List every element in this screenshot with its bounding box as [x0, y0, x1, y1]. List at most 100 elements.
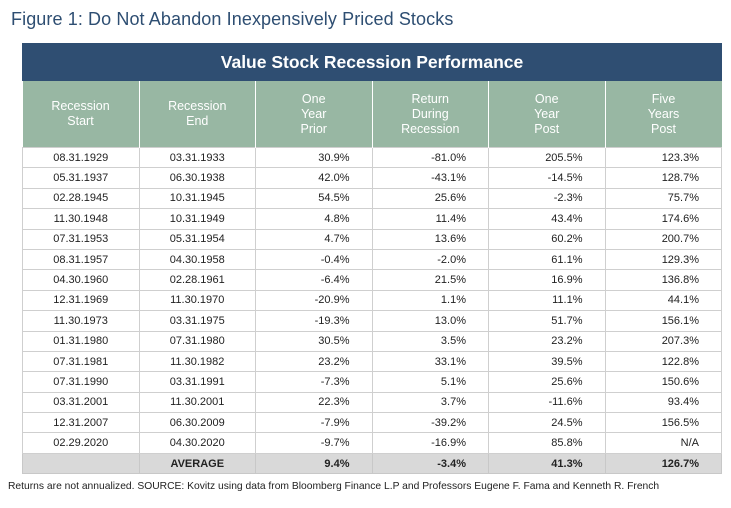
cell-one-year-post: 61.1%	[488, 248, 606, 271]
header-one-year-prior: One Year Prior	[255, 81, 372, 148]
cell-one-year-prior: 42.0%	[255, 167, 373, 189]
cell-five-years-post: 156.5%	[604, 412, 722, 434]
cell-one-year-prior: -9.7%	[255, 432, 373, 454]
table-row: 07.31.1990 03.31.1991 -7.3% 5.1% 25.6% 150.6%	[22, 371, 722, 393]
table-row: 07.31.1953 05.31.1954 4.7% 13.6% 60.2% 200.7%	[22, 228, 722, 250]
cell-recession-start: 03.31.2001	[22, 391, 140, 414]
cell-return-during-recession: 21.5%	[371, 269, 489, 291]
table-row: 08.31.1929 03.31.1933 30.9% -81.0% 205.5% 123…	[22, 146, 722, 169]
cell-five-years-post: 44.1%	[604, 289, 722, 312]
table-row: 01.31.1980 07.31.1980 30.5% 3.5% 23.2% 207.3%	[22, 330, 722, 352]
cell-five-years-post: 75.7%	[604, 187, 722, 210]
cell-five-years-post: 156.1%	[604, 310, 722, 332]
table-row: 02.29.2020 04.30.2020 -9.7% -16.9% 85.8% N/A	[22, 432, 722, 454]
cell-recession-start: 07.31.1953	[22, 228, 140, 250]
cell-recession-end: 10.31.1945	[138, 187, 256, 210]
performance-table-panel: Value Stock Recession Performance Recess…	[22, 43, 722, 475]
table-body: 08.31.1929 03.31.1933 30.9% -81.0% 205.5% 123…	[22, 146, 722, 475]
header-line: Year	[534, 106, 560, 121]
table-row: 12.31.1969 11.30.1970 -20.9% 1.1% 11.1% 44.1%	[22, 289, 722, 312]
cell-one-year-post: 51.7%	[488, 310, 606, 332]
cell-recession-end: 03.31.1991	[138, 371, 256, 393]
cell-return-during-recession: 1.1%	[371, 289, 489, 312]
cell-one-year-prior: 30.5%	[255, 330, 373, 352]
cell-recession-end: 11.30.2001	[138, 391, 256, 414]
cell-recession-start: 12.31.2007	[22, 412, 140, 434]
cell-recession-start: 08.31.1929	[22, 146, 140, 169]
table-row: 11.30.1948 10.31.1949 4.8% 11.4% 43.4% 174.6%	[22, 208, 722, 230]
cell-one-year-post: 43.4%	[488, 208, 606, 230]
cell-one-year-post: 23.2%	[488, 330, 606, 352]
cell-one-year-post: 85.8%	[488, 432, 606, 454]
cell-recession-start	[22, 452, 140, 475]
cell-one-year-prior: -19.3%	[255, 310, 373, 332]
header-one-year-post: One Year Post	[488, 81, 605, 148]
header-line: One	[534, 91, 559, 106]
cell-return-during-recession: -3.4%	[371, 452, 489, 475]
cell-recession-start: 08.31.1957	[22, 248, 140, 271]
table-row: 05.31.1937 06.30.1938 42.0% -43.1% -14.5% 128…	[22, 167, 722, 189]
cell-five-years-post: 128.7%	[604, 167, 722, 189]
figure-title: Figure 1: Do Not Abandon Inexpensively P…	[11, 9, 454, 29]
table-row: 08.31.1957 04.30.1958 -0.4% -2.0% 61.1% 129.3…	[22, 248, 722, 271]
cell-recession-end: 04.30.1958	[138, 248, 256, 271]
header-line: Year	[301, 106, 327, 121]
cell-return-during-recession: 25.6%	[371, 187, 489, 210]
cell-return-during-recession: -39.2%	[371, 412, 489, 434]
cell-one-year-prior: 4.8%	[255, 208, 373, 230]
header-line: One	[301, 91, 326, 106]
header-line: Post	[650, 121, 676, 136]
cell-recession-start: 11.30.1948	[22, 208, 140, 230]
cell-return-during-recession: 5.1%	[371, 371, 489, 393]
cell-five-years-post: 200.7%	[604, 228, 722, 250]
cell-return-during-recession: -16.9%	[371, 432, 489, 454]
cell-recession-end: 11.30.1970	[138, 289, 256, 312]
table-row: 12.31.2007 06.30.2009 -7.9% -39.2% 24.5% 156.…	[22, 412, 722, 434]
cell-recession-end: 07.31.1980	[138, 330, 256, 352]
cell-one-year-prior: -0.4%	[255, 248, 373, 271]
cell-recession-end: 05.31.1954	[138, 228, 256, 250]
cell-one-year-prior: -7.3%	[255, 371, 373, 393]
cell-recession-end: 03.31.1975	[138, 310, 256, 332]
cell-return-during-recession: -2.0%	[371, 248, 489, 271]
header-line: Prior	[300, 121, 327, 136]
cell-return-during-recession: 3.5%	[371, 330, 489, 352]
cell-five-years-post: 123.3%	[604, 146, 722, 169]
cell-one-year-post: -14.5%	[488, 167, 606, 189]
header-line: Start	[67, 114, 94, 128]
average-row: AVERAGE 9.4% -3.4% 41.3% 126.7%	[22, 452, 722, 475]
cell-one-year-post: 60.2%	[488, 228, 606, 250]
cell-recession-start: 07.31.1990	[22, 371, 140, 393]
cell-recession-start: 07.31.1981	[22, 350, 140, 373]
cell-return-during-recession: -43.1%	[371, 167, 489, 189]
cell-five-years-post: 150.6%	[604, 371, 722, 393]
cell-recession-start: 12.31.1969	[22, 289, 140, 312]
cell-return-during-recession: 13.6%	[371, 228, 489, 250]
cell-recession-end: 03.31.1933	[138, 146, 256, 169]
cell-one-year-post: 24.5%	[488, 412, 606, 434]
performance-table: Recession Start Recession End One Year Prior Re…	[22, 81, 722, 475]
cell-one-year-prior: -20.9%	[255, 289, 373, 312]
header-line: Years	[647, 106, 680, 121]
header-line: Five	[651, 91, 676, 106]
table-row: 03.31.2001 11.30.2001 22.3% 3.7% -11.6% 93.4%	[22, 391, 722, 414]
cell-one-year-post: 39.5%	[488, 350, 606, 373]
table-row: 07.31.1981 11.30.1982 23.2% 33.1% 39.5% 122.8…	[22, 350, 722, 373]
source-footnote: Returns are not annualized. SOURCE: Kovi…	[8, 481, 660, 492]
cell-recession-end: AVERAGE	[138, 452, 256, 475]
cell-five-years-post: 126.7%	[604, 452, 722, 475]
cell-return-during-recession: 11.4%	[371, 208, 489, 230]
cell-one-year-post: 11.1%	[488, 289, 606, 312]
cell-one-year-post: -2.3%	[488, 187, 606, 210]
header-recession-end: Recession End	[138, 81, 256, 148]
table-row: 02.28.1945 10.31.1945 54.5% 25.6% -2.3% 75.7%	[22, 187, 722, 210]
header-row: Recession Start Recession End One Year Prior Re…	[22, 81, 722, 148]
cell-one-year-post: -11.6%	[488, 391, 606, 414]
cell-one-year-prior: 54.5%	[255, 187, 373, 210]
header-line: During	[411, 106, 449, 121]
header-line: Recession	[51, 99, 110, 113]
cell-recession-start: 02.28.1945	[22, 187, 140, 210]
cell-recession-start: 01.31.1980	[22, 330, 140, 352]
header-recession-start: Recession Start	[22, 81, 139, 148]
table-row: 11.30.1973 03.31.1975 -19.3% 13.0% 51.7% 156.…	[22, 310, 722, 332]
